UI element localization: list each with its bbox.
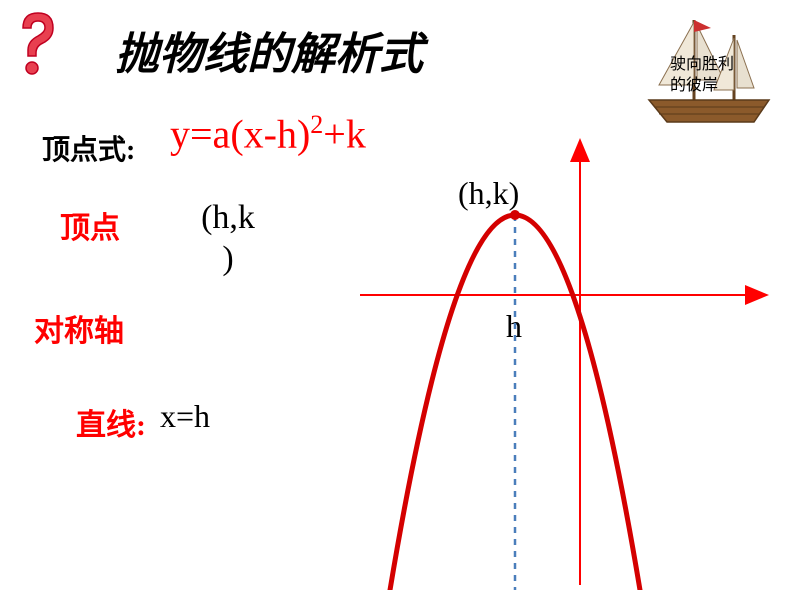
ship-caption-line1: 驶向胜利 <box>670 56 734 73</box>
line-equation: x=h <box>160 398 210 435</box>
page-title: 抛物线的解析式 <box>115 18 423 82</box>
label-line: 直线: <box>76 400 146 444</box>
formula: y=a(x-h)2+k <box>170 110 366 157</box>
parabola-curve <box>390 215 640 590</box>
question-mark-icon <box>8 8 68 78</box>
label-vertex: 顶点 <box>60 203 120 247</box>
vertex-coords-line1: (h,k <box>201 199 255 236</box>
ship-caption: 驶向胜利 的彼岸 <box>670 55 734 97</box>
vertex-coords-line2: ) <box>222 240 233 277</box>
label-vertex-form: 顶点式: <box>42 128 135 168</box>
vertex-point <box>510 210 520 220</box>
formula-exponent: 2 <box>310 110 323 139</box>
label-axis-of-symmetry: 对称轴 <box>34 306 124 350</box>
formula-part1: y=a(x-h) <box>170 111 310 156</box>
vertex-coords: (h,k ) <box>168 198 288 280</box>
parabola-graph <box>360 130 780 590</box>
ship-caption-line2: 的彼岸 <box>670 77 718 94</box>
